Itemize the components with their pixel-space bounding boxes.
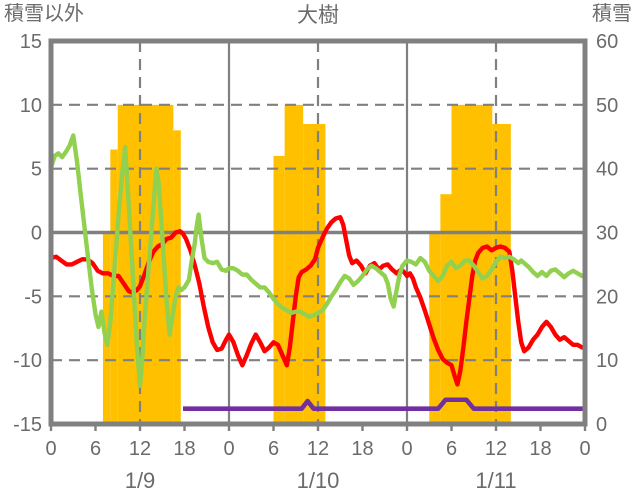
left-axis-title: 積雪以外 [4,2,84,25]
x-axis-tick-label: 6 [268,438,279,460]
data-line [183,397,585,411]
left-axis-tick-label: 15 [20,31,42,53]
x-axis-tick-label: 0 [45,438,56,460]
right-axis-tick-label: 60 [596,31,618,53]
left-axis-tick-label: 5 [31,159,42,181]
snow-bar [284,104,304,424]
left-axis-tick-label: 0 [31,223,42,245]
right-axis-tick-label: 10 [596,350,618,372]
snow-bar [440,194,452,424]
snow-bar [102,232,111,424]
x-axis-tick-label: 18 [351,438,373,460]
x-axis-tick-label: 0 [579,438,590,460]
right-axis-tick-label: 30 [596,223,618,245]
snow-bar [429,232,441,424]
left-axis-tick-label: 10 [20,95,42,117]
x-axis-tick-label: 0 [401,438,412,460]
left-axis-tick-label: -5 [24,286,42,308]
x-axis-date-label: 1/9 [125,468,156,493]
x-axis-tick-label: 12 [307,438,329,460]
x-axis-tick-label: 18 [173,438,195,460]
snow-bar [173,130,181,424]
snow-bar [273,155,285,424]
x-axis-tick-label: 12 [129,438,151,460]
right-axis-tick-label: 20 [596,286,618,308]
right-axis-tick-label: 40 [596,159,618,181]
right-axis-title: 積雪 [592,2,632,25]
x-axis-date-label: 1/11 [475,468,516,493]
data-line [50,214,585,387]
data-line [48,133,586,388]
right-axis-tick-label: 50 [596,95,618,117]
page-title: 大樹 [297,4,339,27]
right-axis-tick-label: 0 [596,414,607,436]
x-axis-tick-label: 6 [90,438,101,460]
snow-bar [303,123,326,424]
x-axis-tick-label: 12 [485,438,507,460]
axis-ticks [49,424,587,431]
left-axis-tick-label: -15 [13,414,42,436]
left-axis-tick-label: -10 [13,350,42,372]
x-axis-tick-label: 6 [446,438,457,460]
x-axis-tick-label: 18 [529,438,551,460]
x-axis-tick-label: 0 [223,438,234,460]
data-lines [48,133,586,411]
x-axis-date-label: 1/10 [297,468,340,493]
